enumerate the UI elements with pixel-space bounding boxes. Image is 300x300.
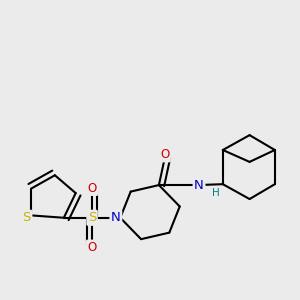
Text: S: S: [88, 211, 96, 224]
Text: N: N: [111, 211, 121, 224]
Text: H: H: [212, 188, 219, 197]
Text: S: S: [22, 211, 31, 224]
Text: O: O: [87, 182, 97, 194]
Text: N: N: [194, 178, 204, 192]
Text: O: O: [160, 148, 170, 161]
Text: O: O: [87, 241, 97, 254]
